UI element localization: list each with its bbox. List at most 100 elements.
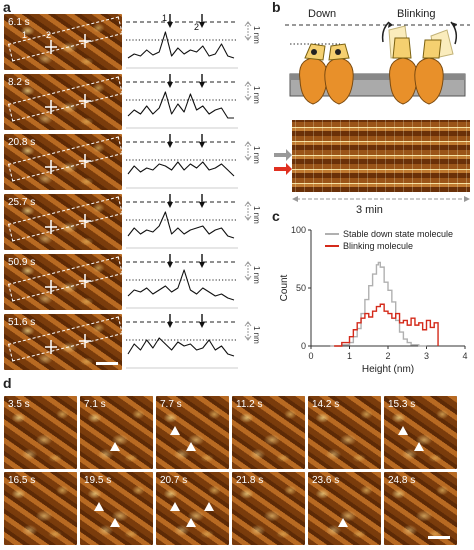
- scale-label: 1 nm: [252, 26, 261, 44]
- scale-label: 1 nm: [252, 326, 261, 344]
- frame-time: 20.7 s: [160, 475, 188, 486]
- x-axis-label: Height (nm): [362, 364, 414, 375]
- afm-frame: 14.2 s: [308, 396, 381, 469]
- panel-a-letter: a: [3, 0, 11, 15]
- arrowhead-icon: [338, 518, 348, 527]
- marker-icon: [45, 340, 57, 354]
- marker-icon: [45, 160, 57, 174]
- afm-frame: 3.5 s: [4, 396, 77, 469]
- frame-time: 8.2 s: [8, 77, 30, 88]
- scale-label: 1 nm: [252, 266, 261, 284]
- frame-time: 14.2 s: [312, 399, 340, 410]
- marker-icon: [45, 280, 57, 294]
- height-profile: 1 nm: [126, 254, 261, 309]
- frame-time: 11.2 s: [236, 399, 263, 410]
- arrowhead-icon: [110, 518, 120, 527]
- profile-line: [127, 161, 235, 177]
- arrowhead-icon: [94, 502, 104, 511]
- frame-time: 21.8 s: [236, 475, 264, 486]
- series-line-0: [330, 261, 427, 347]
- frame-time: 7.1 s: [84, 399, 106, 410]
- afm-frame: 15.3 s: [384, 396, 457, 469]
- arrowhead-icon: [186, 442, 196, 451]
- height-profile: 1 nm: [126, 74, 261, 129]
- profile-line: [127, 337, 235, 357]
- y-axis-label: Count: [279, 274, 290, 301]
- marker-icon: [45, 220, 57, 234]
- afm-frame: 20.8 s: [4, 134, 122, 190]
- afm-frame: 21.8 s: [232, 472, 305, 545]
- state-label-down: Down: [308, 8, 337, 20]
- kymo-time-label: 3 min: [356, 204, 383, 216]
- y-tick-label: 100: [291, 225, 306, 235]
- x-tick-label: 3: [424, 351, 429, 361]
- marker-icon: [45, 100, 57, 114]
- frame-time: 24.8 s: [388, 475, 416, 486]
- height-profile: 1 nm: [126, 314, 261, 369]
- scale-bar: [96, 362, 118, 365]
- frame-time: 25.7 s: [8, 197, 36, 208]
- afm-frame: 16.5 s: [4, 472, 77, 545]
- afm-frame: 7.1 s: [80, 396, 153, 469]
- arrowhead-icon: [170, 426, 180, 435]
- marker-icon: [45, 40, 57, 54]
- chart-axes: 0 1 2 3 4 0 50 100 Height (nm) Count: [279, 225, 468, 375]
- profile-line: [127, 91, 234, 119]
- marker-icon: [79, 214, 91, 228]
- afm-frame: 19.5 s: [80, 472, 153, 545]
- height-histogram: 0 1 2 3 4 0 50 100 Height (nm) Count Stable down …: [279, 225, 468, 375]
- series-line-1: [334, 303, 439, 347]
- afm-frame: 6.1 s 1 2: [4, 14, 122, 70]
- afm-frame: 8.2 s: [4, 74, 122, 130]
- afm-frame: 23.6 s: [308, 472, 381, 545]
- profile-line: [127, 211, 235, 239]
- molecule-number: 2: [46, 30, 52, 40]
- x-tick-label: 0: [308, 351, 313, 361]
- frame-time: 6.1 s: [8, 17, 30, 28]
- profile-line: [127, 31, 235, 59]
- molecule-number: 1: [22, 30, 28, 40]
- afm-frame: 50.9 s: [4, 254, 122, 310]
- peak-label: 2: [194, 22, 199, 32]
- panel-b-schematic: Down Blinking: [285, 0, 470, 120]
- frame-time: 20.8 s: [8, 137, 36, 148]
- scale-label: 1 nm: [252, 206, 261, 224]
- kymograph: [292, 120, 470, 192]
- marker-icon: [79, 154, 91, 168]
- arrowhead-icon: [398, 426, 408, 435]
- kymo-arrows: [274, 149, 292, 175]
- profile-line: [127, 269, 235, 301]
- afm-frame: 25.7 s: [4, 194, 122, 250]
- afm-frame: 11.2 s: [232, 396, 305, 469]
- state-label-blinking: Blinking: [397, 8, 436, 20]
- marker-icon: [79, 94, 91, 108]
- panel-d-letter: d: [3, 375, 12, 391]
- afm-frame: 24.8 s: [384, 472, 457, 545]
- afm-frame: 51.6 s: [4, 314, 122, 370]
- x-tick-label: 2: [385, 351, 390, 361]
- chart-series: [330, 261, 439, 347]
- frame-time: 16.5 s: [8, 475, 36, 486]
- legend-label: Stable down state molecule: [343, 229, 453, 239]
- y-tick-label: 0: [301, 341, 306, 351]
- scale-label: 1 nm: [252, 146, 261, 164]
- schematic-drawing: [285, 21, 470, 105]
- panel-b-letter: b: [272, 0, 281, 15]
- frame-time: 51.6 s: [8, 317, 36, 328]
- afm-frame: 20.7 s: [156, 472, 229, 545]
- x-tick-label: 1: [347, 351, 352, 361]
- scale-bar: [428, 536, 450, 539]
- x-tick-label: 4: [462, 351, 467, 361]
- marker-icon: [79, 274, 91, 288]
- marker-icon: [79, 34, 91, 48]
- scale-label: 1 nm: [252, 86, 261, 104]
- height-profile: 1 nm 1 2: [126, 14, 261, 69]
- frame-time: 7.7 s: [160, 399, 182, 410]
- peak-label: 1: [162, 14, 167, 23]
- frame-time: 19.5 s: [84, 475, 112, 486]
- frame-time: 15.3 s: [388, 399, 416, 410]
- arrowhead-icon: [414, 442, 424, 451]
- kymo-time-arrow: [292, 196, 470, 202]
- frame-time: 50.9 s: [8, 257, 36, 268]
- legend-label: Blinking molecule: [343, 241, 413, 251]
